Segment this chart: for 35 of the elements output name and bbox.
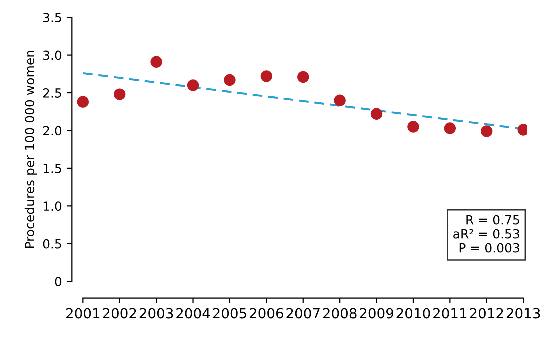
point bbox=[444, 122, 456, 134]
y-axis-title: Procedures per 100 000 women bbox=[24, 50, 37, 248]
x-tick-label: 2004 bbox=[176, 308, 210, 319]
y-tick-label: 3.5 bbox=[44, 13, 62, 23]
point bbox=[408, 121, 420, 133]
y-tick-label: 2.0 bbox=[43, 126, 62, 136]
point bbox=[334, 94, 346, 106]
y-tick-label: 0.5 bbox=[43, 239, 62, 249]
x-tick-label: 2013 bbox=[506, 308, 540, 319]
x-tick-label: 2005 bbox=[213, 308, 246, 319]
point bbox=[114, 88, 126, 100]
annotation: R = 0.75 aR² = 0.53 P = 0.003 bbox=[454, 215, 520, 253]
point bbox=[187, 80, 200, 92]
x-tick-label: 2010 bbox=[396, 308, 430, 319]
point bbox=[224, 74, 236, 86]
x-tick-label: 2012 bbox=[470, 308, 504, 319]
point bbox=[481, 126, 493, 138]
x-tick-label: 2003 bbox=[140, 308, 174, 319]
x-tick-label: 2008 bbox=[323, 308, 357, 319]
x-tick-label: 2006 bbox=[250, 308, 284, 319]
y-tick-label: 1.5 bbox=[44, 164, 62, 174]
y-tick-label: 3.0 bbox=[44, 50, 62, 60]
x-tick-label: 2002 bbox=[103, 308, 136, 319]
x-tick-label: 2001 bbox=[66, 308, 100, 319]
x-tick-label: 2007 bbox=[286, 308, 320, 319]
point bbox=[260, 70, 273, 82]
x-tick-label: 2011 bbox=[434, 308, 467, 319]
y-tick-label: 2.5 bbox=[43, 88, 62, 98]
y-tick-label: 1.0 bbox=[44, 202, 62, 212]
point bbox=[298, 71, 310, 84]
point bbox=[370, 108, 383, 120]
x-tick-label: 2009 bbox=[360, 308, 394, 319]
point bbox=[77, 96, 90, 108]
point bbox=[150, 56, 162, 68]
y-tick-label: 0 bbox=[55, 277, 62, 287]
